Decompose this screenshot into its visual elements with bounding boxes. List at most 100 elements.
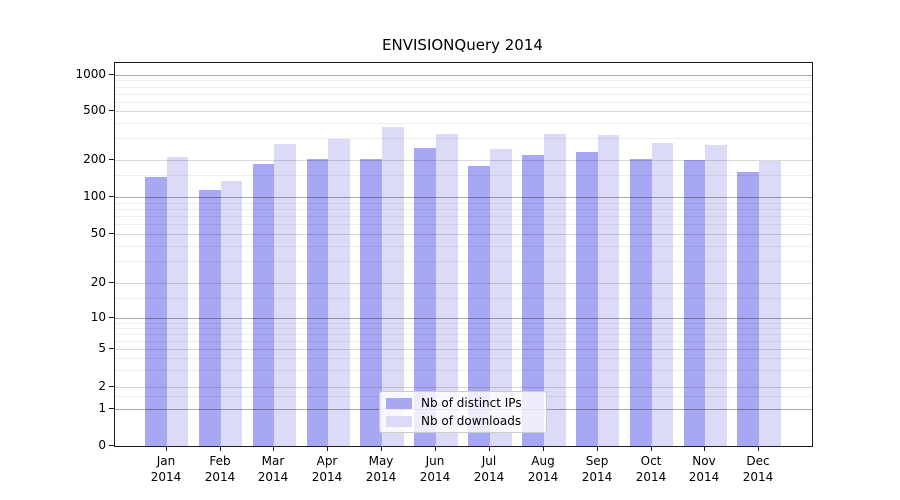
y-tick-mark-20: [109, 282, 114, 283]
x-tick-label-month: May: [368, 454, 394, 468]
bar-downloads-jan: [166, 157, 189, 446]
x-tick-label-jan: Jan 2014: [136, 453, 196, 485]
gridline-90: [115, 203, 812, 204]
x-tick-label-oct: Oct 2014: [621, 453, 681, 485]
x-tick-label-mar: Mar 2014: [243, 453, 303, 485]
x-tick-label-may: May 2014: [351, 453, 411, 485]
bar-downloads-feb: [220, 180, 243, 446]
gridline-800: [115, 87, 812, 88]
x-tick-label-month: Aug: [531, 454, 555, 468]
legend-item-downloads: Nb of downloads: [386, 414, 546, 429]
gridline-700: [115, 94, 812, 95]
y-tick-mark-5: [109, 348, 114, 349]
x-tick-mark-may: [381, 446, 382, 451]
x-tick-mark-dec: [758, 446, 759, 451]
gridline-40: [115, 246, 812, 247]
gridline-300: [115, 138, 812, 139]
legend: Nb of distinct IPs Nb of downloads: [379, 391, 547, 433]
gridline-70: [115, 216, 812, 217]
x-tick-label-apr: Apr 2014: [297, 453, 357, 485]
gridline-80: [115, 209, 812, 210]
x-tick-label-month: Dec: [746, 454, 770, 468]
x-tick-label-aug: Aug 2014: [513, 453, 573, 485]
gridline-5: [115, 349, 812, 350]
legend-swatch-downloads: [386, 415, 412, 427]
x-tick-mark-mar: [273, 446, 274, 451]
x-tick-label-month: Feb: [209, 454, 231, 468]
x-tick-label-month: Mar: [261, 454, 285, 468]
x-tick-mark-apr: [327, 446, 328, 451]
y-tick-mark-0: [109, 445, 114, 446]
bar-downloads-jul: [489, 149, 512, 446]
x-tick-label-year: 2014: [419, 470, 451, 484]
gridline-900: [115, 80, 812, 81]
x-tick-label-month: Apr: [316, 454, 338, 468]
gridline-4: [115, 358, 812, 359]
x-tick-label-month: Nov: [692, 454, 716, 468]
gridline-15: [115, 298, 812, 299]
y-tick-mark-500: [109, 110, 114, 111]
y-tick-label-1: 1: [98, 401, 106, 415]
x-tick-mark-jan: [166, 446, 167, 451]
x-tick-mark-jul: [489, 446, 490, 451]
gridline-8: [115, 328, 812, 329]
x-tick-label-nov: Nov 2014: [674, 453, 734, 485]
bar-ips-jun: [414, 147, 437, 446]
x-tick-label-dec: Dec 2014: [728, 453, 788, 485]
gridline-2: [115, 387, 812, 388]
x-tick-mark-feb: [220, 446, 221, 451]
gridline-9: [115, 323, 812, 324]
x-tick-label-month: Jun: [425, 454, 445, 468]
gridline-1000: [115, 75, 812, 76]
gridline-20: [115, 283, 812, 284]
x-tick-label-year: 2014: [635, 470, 667, 484]
y-tick-label-100: 100: [83, 189, 106, 203]
x-tick-label-year: 2014: [257, 470, 289, 484]
x-tick-label-year: 2014: [150, 470, 182, 484]
bar-ips-aug: [521, 155, 544, 446]
legend-item-distinct-ips: Nb of distinct IPs: [386, 396, 546, 411]
x-tick-label-jul: Jul 2014: [459, 453, 519, 485]
gridline-30: [115, 261, 812, 262]
bar-downloads-jun: [436, 133, 458, 446]
gridline-7: [115, 334, 812, 335]
x-tick-label-year: 2014: [204, 470, 236, 484]
bar-downloads-apr: [328, 139, 351, 446]
legend-label-distinct-ips: Nb of distinct IPs: [421, 395, 522, 410]
y-tick-mark-10: [109, 317, 114, 318]
x-tick-mark-oct: [651, 446, 652, 451]
plot-area: [114, 62, 813, 447]
x-tick-label-feb: Feb 2014: [190, 453, 250, 485]
bar-downloads-may: [382, 126, 404, 446]
x-tick-label-year: 2014: [742, 470, 774, 484]
y-tick-label-200: 200: [83, 152, 106, 166]
bar-ips-sep: [575, 152, 598, 446]
bar-ips-mar: [252, 164, 275, 446]
bar-ips-jan: [144, 176, 167, 446]
x-tick-label-month: Oct: [640, 454, 662, 468]
y-tick-label-50: 50: [90, 226, 106, 240]
y-tick-mark-200: [109, 159, 114, 160]
chart-title: ENVISIONQuery 2014: [382, 36, 543, 54]
x-tick-label-month: Sep: [585, 454, 609, 468]
y-tick-label-10: 10: [90, 310, 106, 324]
y-tick-label-500: 500: [83, 103, 106, 117]
x-tick-label-year: 2014: [473, 470, 505, 484]
y-tick-label-20: 20: [90, 275, 106, 289]
gridline-600: [115, 102, 812, 103]
bar-ips-feb: [198, 190, 221, 446]
x-tick-label-jun: Jun 2014: [405, 453, 465, 485]
bar-ips-apr: [306, 159, 329, 446]
bar-ips-nov: [683, 159, 706, 446]
legend-swatch-distinct-ips: [386, 397, 412, 409]
x-tick-label-month: Jan: [156, 454, 176, 468]
x-tick-label-month: Jul: [481, 454, 497, 468]
x-tick-label-sep: Sep 2014: [567, 453, 627, 485]
gridline-100: [115, 197, 812, 198]
gridline-500: [115, 111, 812, 112]
gridline-6: [115, 341, 812, 342]
bar-downloads-oct: [651, 142, 674, 446]
gridline-3: [115, 370, 812, 371]
y-tick-mark-50: [109, 233, 114, 234]
bar-ips-oct: [629, 158, 652, 446]
